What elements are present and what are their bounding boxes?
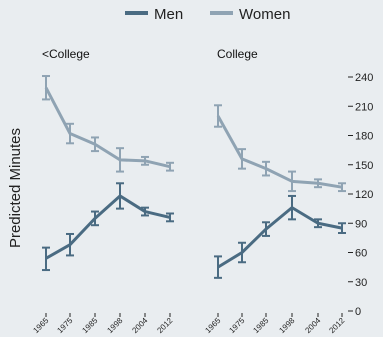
panel-title-right: College <box>217 47 258 61</box>
panel-title-left: <College <box>42 47 90 61</box>
legend: Men Women <box>125 6 290 23</box>
x-tick-label: 2012 <box>327 316 346 335</box>
x-tick-label: 1975 <box>55 316 74 335</box>
series-line-men <box>45 194 171 260</box>
panel-less-than-college: 1965 1975 1985 1998 2004 2012 <box>31 75 175 335</box>
x-tick-label: 2004 <box>303 316 322 335</box>
x-tick-label: 1998 <box>105 316 124 335</box>
y-tick-label: 120 <box>355 189 373 201</box>
legend-label-women: Women <box>239 6 290 23</box>
y-tick-label: 30 <box>355 277 367 289</box>
series-line-women <box>216 115 343 189</box>
x-tick-label: 1965 <box>203 316 222 335</box>
series-line-women <box>44 87 171 169</box>
panel-college: 1965 1975 1985 1998 2004 2012 <box>203 104 347 335</box>
x-tick-label: 1985 <box>80 316 99 335</box>
x-tick-label: 1965 <box>31 316 50 335</box>
y-tick-label: 180 <box>355 131 373 143</box>
x-tick-label: 1975 <box>227 316 246 335</box>
y-tick-label: 60 <box>355 248 367 260</box>
y-tick-label: 0 <box>355 306 361 318</box>
y-tick-label: 210 <box>355 101 373 113</box>
x-tick-label: 1998 <box>277 316 296 335</box>
y-tick-label: 90 <box>355 218 367 230</box>
x-tick-label: 1985 <box>251 316 270 335</box>
y-axis: 0 30 60 90 120 150 180 210 240 <box>348 72 373 318</box>
x-tick-label: 2012 <box>155 316 174 335</box>
x-tick-label: 2004 <box>130 316 149 335</box>
legend-label-men: Men <box>154 6 183 23</box>
y-tick-label: 150 <box>355 160 373 172</box>
y-axis-label: Predicted Minutes <box>7 128 24 248</box>
y-tick-label: 240 <box>355 72 373 84</box>
series-line-men <box>217 206 343 269</box>
